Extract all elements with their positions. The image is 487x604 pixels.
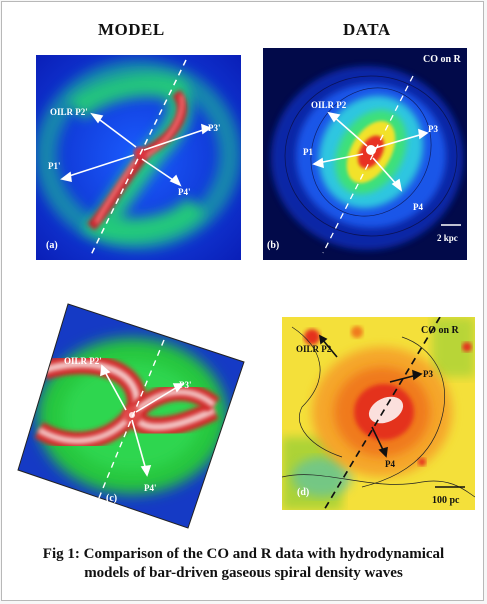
panel-d-scale: 100 pc <box>432 495 460 506</box>
label-c-p4: P4' <box>144 483 157 493</box>
label-b-oilr: OILR P2 <box>311 100 347 110</box>
label-a-p4: P4' <box>178 187 191 197</box>
panel-c-model-image: OILR P2' P3' P4' (c) <box>14 300 248 532</box>
label-c-oilr: OILR P2' <box>64 356 102 366</box>
panel-d-letter: (d) <box>297 487 309 498</box>
label-d-oilr: OILR P2 <box>296 344 332 354</box>
panel-d-data-image: CO on R OILR P2 P3 P4 100 pc (d) <box>282 317 475 510</box>
panel-b-title: CO on R <box>423 54 462 65</box>
panel-c-letter: (c) <box>106 493 117 504</box>
caption-line-2: models of bar-driven gaseous spiral dens… <box>84 565 403 581</box>
label-d-p4: P4 <box>385 459 395 469</box>
label-a-p1: P1' <box>48 161 61 171</box>
label-b-p1: P1 <box>303 147 313 157</box>
label-a-p3: P3' <box>208 123 221 133</box>
model-header: MODEL <box>98 20 165 39</box>
panel-a-model-image: OILR P2' P3' P1' P4' (a) <box>36 55 241 260</box>
panel-b-scale: 2 kpc <box>437 233 458 243</box>
panel-d-title: CO on R <box>421 325 460 336</box>
label-c-p3: P3' <box>179 380 192 390</box>
panel-b-letter: (b) <box>267 240 279 251</box>
figure-caption: Fig 1: Comparison of the CO and R data w… <box>0 545 487 583</box>
label-b-p3: P3 <box>428 124 438 134</box>
panel-b-data-image: CO on R OILR P2 P3 P1 P4 2 kpc (b) <box>263 48 467 260</box>
label-a-oilr: OILR P2' <box>50 107 88 117</box>
data-header: DATA <box>343 20 391 39</box>
label-d-p3: P3 <box>423 369 433 379</box>
panel-a-letter: (a) <box>46 240 58 251</box>
caption-line-1: Fig 1: Comparison of the CO and R data w… <box>42 546 445 562</box>
label-b-p4: P4 <box>413 202 423 212</box>
